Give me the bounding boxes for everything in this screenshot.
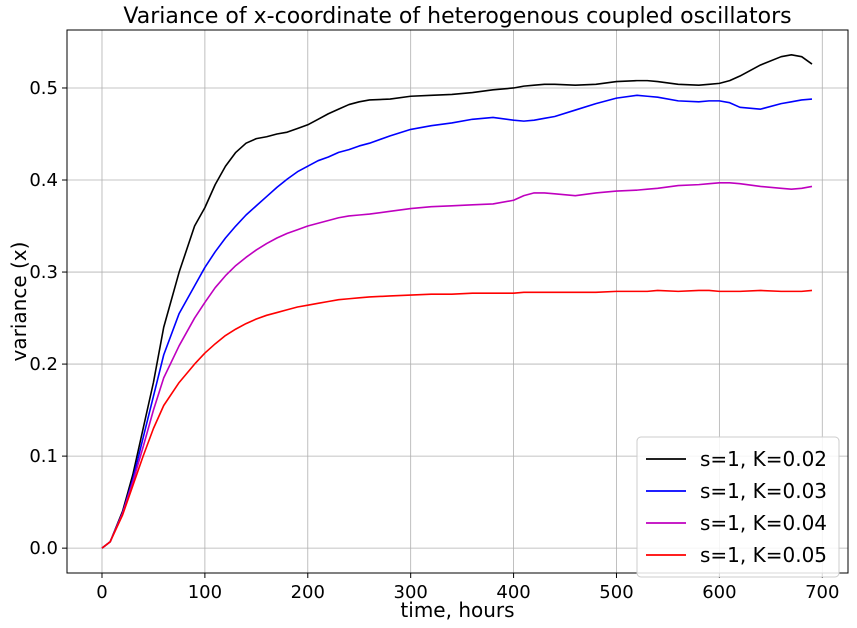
legend-label: s=1, K=0.05 xyxy=(700,543,827,567)
legend-label: s=1, K=0.03 xyxy=(700,479,827,503)
x-tick-label: 500 xyxy=(599,582,633,603)
x-tick-label: 700 xyxy=(805,582,839,603)
x-axis: 0 100 200 300 400 500 600 700 xyxy=(96,573,839,603)
series-layer xyxy=(101,54,813,549)
x-tick-label: 100 xyxy=(188,582,222,603)
legend-label: s=1, K=0.02 xyxy=(700,447,827,471)
legend: s=1, K=0.02 s=1, K=0.03 s=1, K=0.04 s=1, K=… xyxy=(636,436,840,578)
legend-box xyxy=(636,436,840,578)
legend-label: s=1, K=0.04 xyxy=(700,511,827,535)
series-line-2 xyxy=(101,94,813,549)
x-axis-label: time, hours xyxy=(400,598,514,622)
x-tick-label: 300 xyxy=(394,582,428,603)
y-tick-label: 0.1 xyxy=(29,446,58,467)
x-tick-label: 200 xyxy=(291,582,325,603)
y-tick-label: 0.2 xyxy=(29,354,58,375)
series-line-4 xyxy=(101,289,813,549)
x-tick-label: 600 xyxy=(702,582,736,603)
plot-frame xyxy=(66,29,849,574)
x-tick-label: 400 xyxy=(496,582,530,603)
series-line-3 xyxy=(101,181,813,549)
y-axis-label: variance (x) xyxy=(7,242,31,362)
y-tick-label: 0.0 xyxy=(29,538,58,559)
x-tick-label: 0 xyxy=(96,582,107,603)
y-tick-label: 0.5 xyxy=(29,78,58,99)
series-line-1 xyxy=(101,54,813,549)
y-tick-label: 0.4 xyxy=(29,170,58,191)
chart-title: Variance of x-coordinate of heterogenous… xyxy=(123,4,791,29)
y-tick-label: 0.3 xyxy=(29,262,58,283)
y-axis: 0.0 0.1 0.2 0.3 0.4 0.5 xyxy=(29,78,67,559)
